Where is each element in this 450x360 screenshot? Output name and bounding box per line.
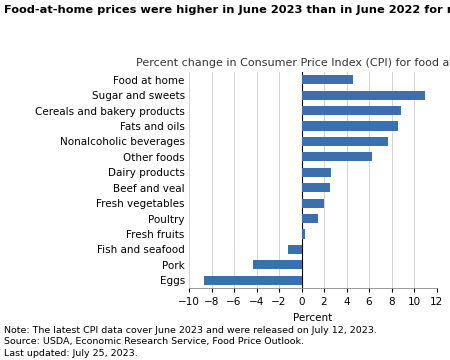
Bar xyxy=(302,106,400,115)
Bar xyxy=(302,168,331,177)
Bar xyxy=(203,276,302,285)
Bar xyxy=(302,152,373,162)
Bar xyxy=(302,183,329,192)
Bar xyxy=(253,260,302,270)
Title: Percent change in Consumer Price Index (CPI) for food at home: Percent change in Consumer Price Index (… xyxy=(136,58,450,68)
X-axis label: Percent: Percent xyxy=(293,312,333,323)
Bar xyxy=(302,90,425,100)
Text: Food-at-home prices were higher in June 2023 than in June 2022 for most categori: Food-at-home prices were higher in June … xyxy=(4,5,450,15)
Bar xyxy=(302,75,353,84)
Bar xyxy=(302,214,319,223)
Bar xyxy=(302,229,305,239)
Bar xyxy=(302,121,398,131)
Bar xyxy=(288,245,302,254)
Bar xyxy=(302,137,388,146)
Bar xyxy=(302,198,324,208)
Text: Note: The latest CPI data cover June 2023 and were released on July 12, 2023.
So: Note: The latest CPI data cover June 202… xyxy=(4,325,378,358)
